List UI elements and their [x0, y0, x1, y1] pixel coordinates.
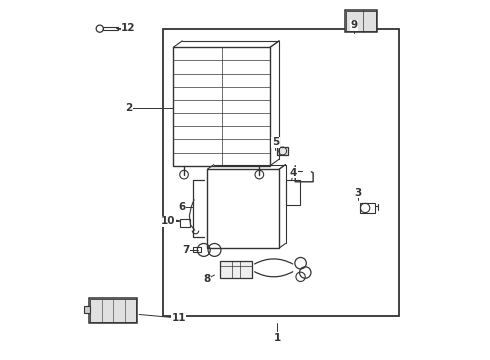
Bar — [163, 30, 399, 316]
Text: 1: 1 — [273, 333, 281, 343]
Text: 8: 8 — [204, 274, 211, 284]
Text: 6: 6 — [179, 202, 186, 212]
Bar — [103, 27, 118, 31]
Bar — [180, 220, 190, 226]
Text: 2: 2 — [125, 103, 132, 113]
Bar — [173, 47, 270, 166]
Bar — [193, 247, 201, 252]
Bar — [346, 11, 376, 31]
Text: 4: 4 — [290, 168, 297, 178]
Bar — [345, 10, 377, 32]
Bar — [286, 180, 300, 206]
Text: 3: 3 — [354, 188, 362, 198]
Bar — [84, 306, 90, 313]
Bar — [220, 261, 252, 278]
Bar — [90, 300, 136, 322]
Text: 12: 12 — [121, 23, 136, 33]
Text: 9: 9 — [351, 20, 358, 30]
Bar — [89, 298, 137, 323]
Text: 10: 10 — [161, 216, 175, 226]
Text: 11: 11 — [172, 313, 186, 323]
Text: 7: 7 — [182, 245, 190, 255]
Bar — [207, 169, 279, 248]
Bar — [360, 203, 375, 213]
Text: 5: 5 — [272, 138, 279, 147]
Bar — [277, 147, 288, 155]
